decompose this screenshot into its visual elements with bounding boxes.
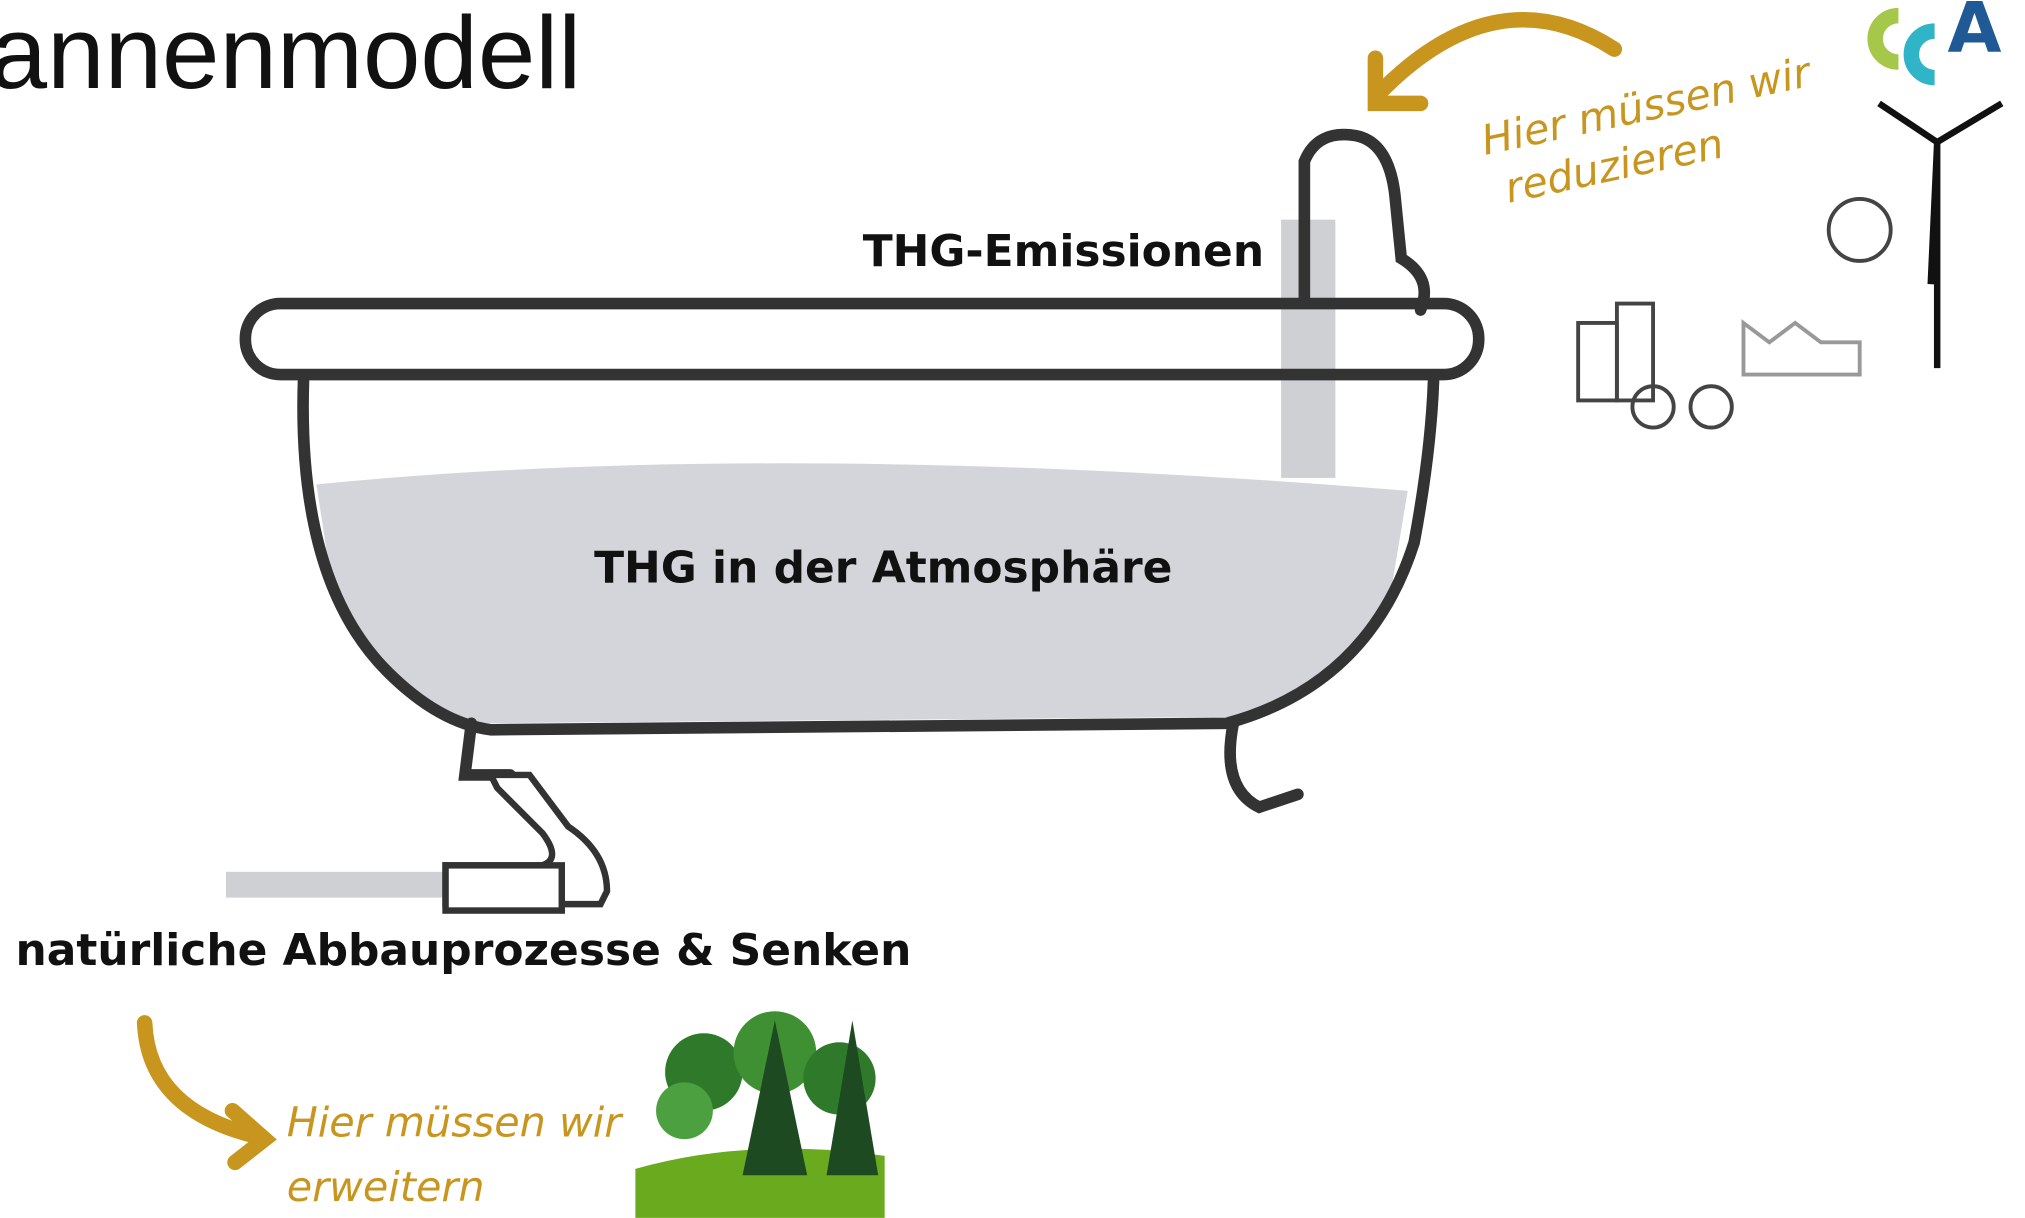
arrows (136, 12, 1623, 1171)
reduce-note: Hier müssen wir reduzieren (1477, 48, 1817, 213)
water (316, 463, 1408, 724)
emissions-label: THG-Emissionen (863, 226, 1264, 277)
atmosphere-label: THG in der Atmosphäre (594, 543, 1172, 594)
emission-icons (1576, 100, 2004, 430)
logo-text: A (1948, 0, 2002, 69)
logo: A (1867, 0, 2002, 86)
drain-pipe (226, 771, 611, 914)
bathtub (239, 128, 1485, 814)
trees (635, 1011, 885, 1218)
note-line: erweitern (287, 1163, 485, 1211)
note-line: Hier müssen wir (287, 1099, 625, 1147)
sinks-label: natürliche Abbauprozesse & Senken (15, 925, 911, 976)
title: annenmodell (0, 0, 581, 110)
